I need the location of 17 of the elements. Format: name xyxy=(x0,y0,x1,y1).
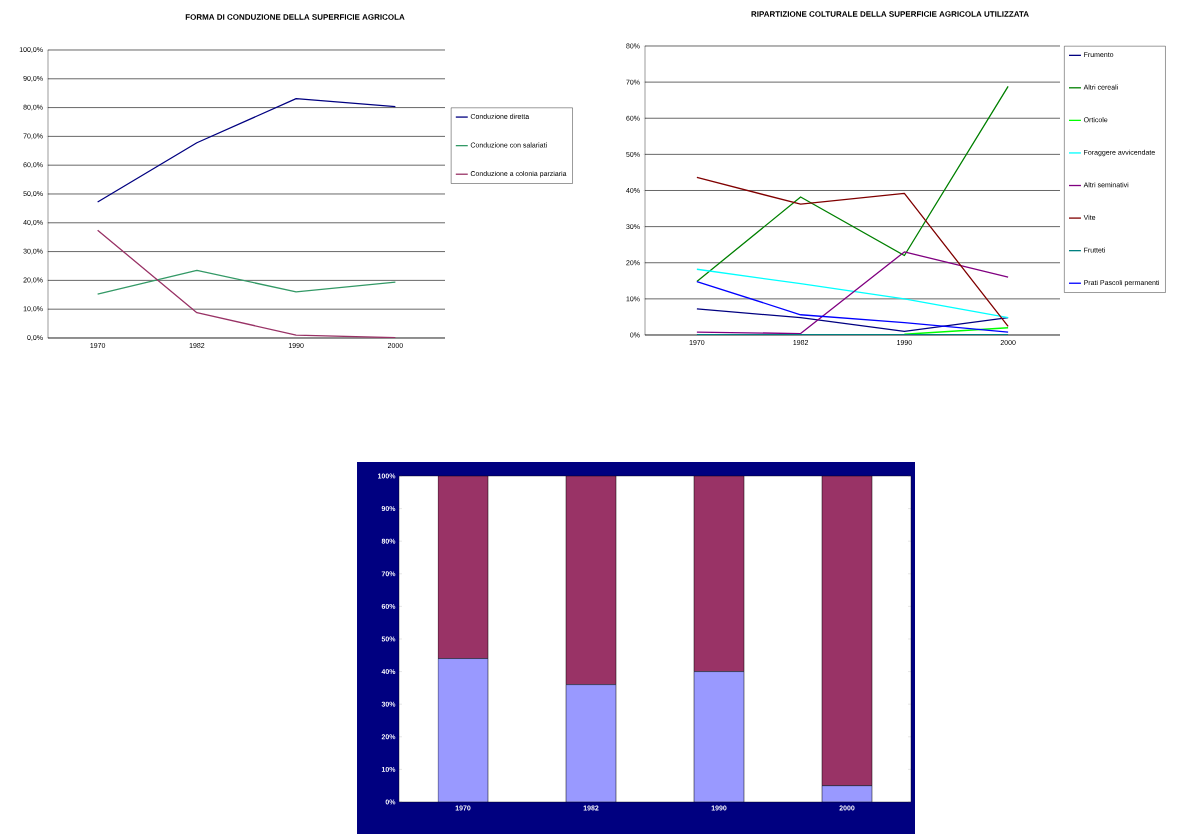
line-series xyxy=(96,229,397,338)
line-series xyxy=(696,176,1009,327)
bar xyxy=(437,475,489,659)
bar xyxy=(565,475,617,685)
line-series xyxy=(96,98,397,203)
line-series xyxy=(696,251,1009,335)
chart-title: FORMA DI CONDUZIONE DELLA SUPERFICIE AGRICOLA xyxy=(185,14,405,20)
bar xyxy=(821,475,873,786)
line-series xyxy=(96,269,397,295)
bar xyxy=(693,671,745,802)
line-series xyxy=(696,280,1009,333)
line-series xyxy=(696,85,1009,283)
bar xyxy=(565,684,617,802)
bar xyxy=(693,475,745,672)
bar xyxy=(437,658,489,802)
chart-title: RIPARTIZIONE COLTURALE DELLA SUPERFICIE AGRICOLA UTILIZZATA xyxy=(751,11,1029,17)
line-series xyxy=(696,268,1009,319)
